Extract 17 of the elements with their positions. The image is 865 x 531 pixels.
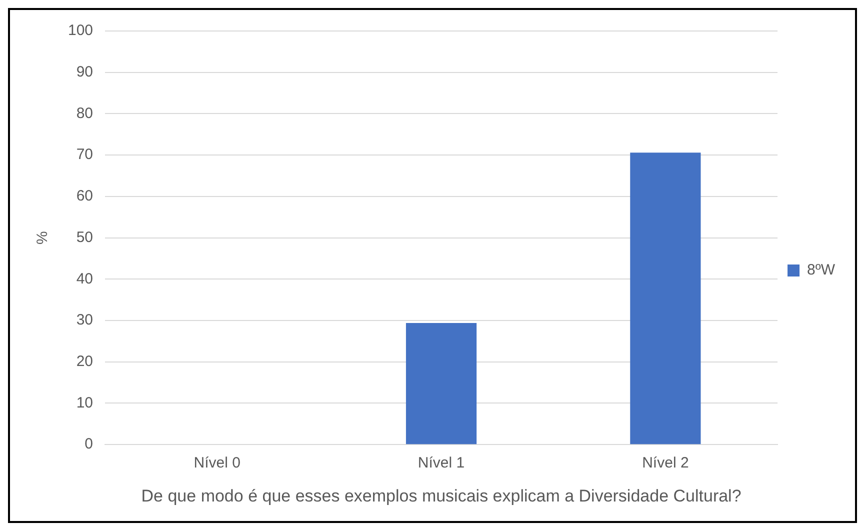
x-axis-title: De que modo é que esses exemplos musicais explicam a Diversidade Cultural?: [141, 486, 742, 506]
y-tick-label: 50: [76, 228, 94, 246]
x-tick-label: Nível 1: [418, 454, 465, 472]
y-tick-label: 100: [68, 22, 94, 40]
y-tick-label: 70: [76, 146, 94, 164]
y-tick-label: 60: [76, 188, 94, 205]
y-tick-label: 0: [84, 436, 94, 453]
y-tick-label: 10: [76, 394, 94, 412]
x-tick-label: Nível 0: [194, 454, 240, 472]
legend-label: 8ºW: [807, 262, 836, 279]
y-tick-label: 30: [76, 312, 94, 329]
y-tick-label: 90: [76, 64, 94, 80]
y-tick-label: 80: [76, 104, 94, 122]
y-tick-label: 20: [76, 353, 94, 370]
x-tick-label: Nível 2: [642, 454, 689, 472]
y-axis-title: %: [34, 231, 52, 244]
y-tick-label: 40: [76, 270, 94, 288]
